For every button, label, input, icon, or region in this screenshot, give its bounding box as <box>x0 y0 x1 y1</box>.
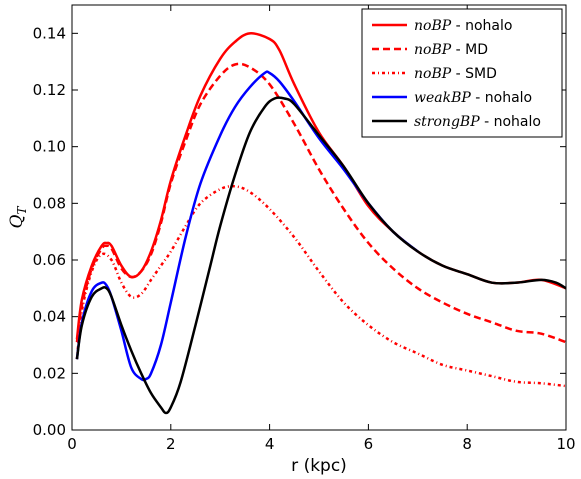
y-tick-label: 0.04 <box>33 308 66 326</box>
x-tick-label: 4 <box>265 435 275 453</box>
x-tick-label: 10 <box>556 435 575 453</box>
y-tick-label: 0.14 <box>33 24 66 42</box>
series-line-4 <box>75 96 567 415</box>
legend-box <box>361 8 563 138</box>
series-line-1 <box>75 62 567 344</box>
y-tick-label: 0.06 <box>33 251 66 269</box>
x-tick-label: 2 <box>166 435 176 453</box>
legend-label: noBP - MD <box>414 42 488 58</box>
y-tick-label: 0.02 <box>33 364 66 382</box>
legend-label: strongBP - nohalo <box>414 114 541 130</box>
legend-label: weakBP - nohalo <box>414 90 532 106</box>
x-axis-title: r (kpc) <box>291 456 347 476</box>
y-tick-label: 0.00 <box>33 421 66 439</box>
y-tick-label: 0.08 <box>33 194 66 212</box>
y-axis-title: QT <box>7 206 29 229</box>
legend: noBP - nohalo noBP - MD noBP - SMD weakBP -… <box>361 8 563 138</box>
legend-label: noBP - SMD <box>414 66 497 82</box>
legend-label: noBP - nohalo <box>414 18 512 34</box>
plot-frame <box>71 4 567 431</box>
y-tick-label: 0.10 <box>33 138 66 156</box>
x-tick-label: 0 <box>67 435 77 453</box>
tick-labels: 0 2 4 6 8 10 0.00 0.02 0.04 0.06 0.08 0.10 0.12 0.14 <box>33 24 576 453</box>
x-tick-label: 8 <box>462 435 472 453</box>
x-tick-label: 6 <box>364 435 374 453</box>
series-group <box>75 32 567 415</box>
y-tick-label: 0.12 <box>33 81 66 99</box>
